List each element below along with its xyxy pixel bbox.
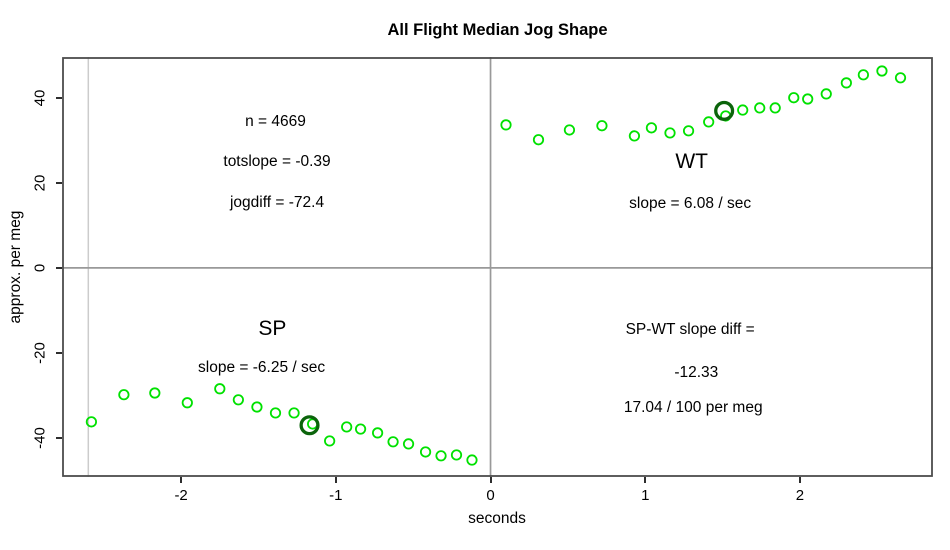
data-point-sp — [288, 407, 300, 419]
data-point-sp — [269, 407, 282, 419]
y-tick — [56, 436, 62, 439]
annotation-diff-line1: SP-WT slope diff = — [625, 320, 755, 338]
annotation-n-count: n = 4669 — [245, 112, 306, 130]
data-point-wt — [857, 69, 869, 81]
plot-frame — [62, 57, 933, 477]
data-point-wt — [682, 125, 695, 137]
x-tick — [180, 477, 183, 483]
data-point-wt — [754, 102, 766, 114]
x-tick — [798, 477, 801, 483]
data-point-sp — [387, 436, 399, 448]
plot-svg — [62, 57, 933, 477]
data-point-wt — [500, 119, 512, 131]
annotation-wt-slope: slope = 6.08 / sec — [629, 194, 752, 212]
y-tick-label: 0 — [31, 263, 49, 273]
data-point-wt — [894, 72, 907, 84]
annotation-totslope: totslope = -0.39 — [223, 152, 331, 170]
data-point-sp — [118, 389, 130, 401]
data-point-wt — [788, 92, 800, 104]
y-tick-label: 40 — [31, 89, 49, 107]
data-point-wt — [703, 116, 715, 128]
y-tick — [56, 182, 62, 184]
data-point-wt — [840, 77, 852, 89]
annotation-wt-label: WT — [675, 149, 708, 173]
annotation-diff-line3: 17.04 / 100 per meg — [623, 398, 763, 416]
data-point-sp — [450, 449, 463, 461]
data-point-sp — [435, 450, 447, 462]
data-point-sp — [149, 387, 161, 399]
data-point-sp — [251, 401, 263, 413]
x-tick-label: -2 — [174, 487, 188, 504]
y-tick — [56, 351, 62, 354]
annotation-sp-slope: slope = -6.25 / sec — [198, 358, 326, 376]
data-point-sp — [85, 416, 97, 428]
annotation-sp-label: SP — [258, 316, 287, 340]
data-point-sp — [354, 423, 367, 435]
x-tick — [644, 477, 647, 483]
data-point-sp — [341, 421, 353, 433]
data-point-sp — [181, 397, 193, 409]
data-point-sp — [372, 427, 384, 439]
chart-title: All Flight Median Jog Shape — [387, 21, 608, 39]
data-point-sp — [232, 394, 244, 406]
data-point-wt — [628, 130, 641, 142]
data-point-wt — [664, 127, 676, 139]
y-tick — [56, 266, 62, 269]
data-point-wt — [802, 93, 814, 105]
annotation-jogdiff: jogdiff = -72.4 — [229, 193, 325, 211]
data-point-wt — [737, 104, 749, 116]
y-tick-label: 20 — [31, 174, 49, 192]
y-tick-label: -40 — [31, 426, 49, 449]
data-point-sp — [324, 435, 336, 447]
y-axis-title: approx. per meg — [7, 210, 24, 324]
y-tick — [56, 97, 62, 100]
data-point-sp — [466, 454, 478, 466]
data-point-wt — [876, 65, 888, 77]
highlight-ring-wt — [714, 100, 735, 121]
highlight-ring-sp — [299, 415, 320, 436]
data-point-wt — [532, 134, 545, 146]
data-point-wt — [820, 88, 832, 100]
x-tick — [489, 477, 492, 483]
x-tick-label: 1 — [641, 487, 650, 504]
data-point-sp — [419, 446, 432, 458]
y-tick-label: -20 — [31, 341, 49, 364]
data-point-wt — [645, 122, 658, 134]
x-tick — [334, 477, 337, 483]
x-tick-label: -1 — [329, 487, 343, 504]
data-point-sp — [402, 438, 415, 450]
data-point-sp — [214, 383, 226, 395]
data-point-wt — [596, 120, 608, 132]
data-point-wt — [769, 102, 781, 114]
x-tick-label: 2 — [795, 487, 805, 504]
annotation-diff-line2: -12.33 — [674, 363, 719, 381]
x-axis-title: seconds — [468, 510, 526, 527]
x-tick-label: 0 — [486, 487, 495, 504]
data-point-wt — [563, 124, 576, 136]
plot-area: n = 4669 totslope = -0.39 jogdiff = -72.4 W… — [62, 57, 933, 477]
